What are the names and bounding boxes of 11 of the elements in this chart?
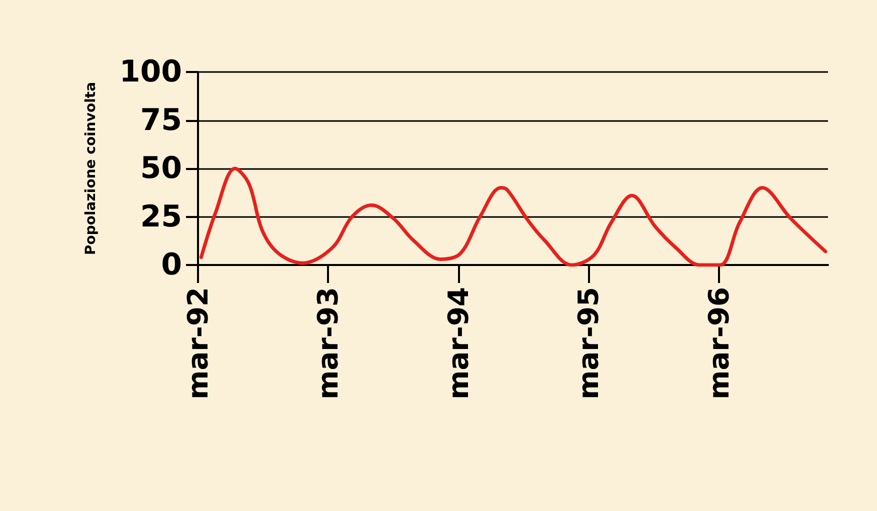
x-tick-label: mar-93 <box>312 287 345 400</box>
x-tick-label: mar-92 <box>182 287 214 400</box>
y-tick-label: 25 <box>140 199 182 234</box>
y-axis-title: Popolazione coinvolta <box>83 82 99 256</box>
y-tick-label: 100 <box>119 54 182 90</box>
y-tick-label: 75 <box>140 102 182 138</box>
x-tick-label: mar-95 <box>572 287 605 400</box>
y-tick-label: 0 <box>161 248 182 282</box>
y-tick-label: 50 <box>140 151 182 186</box>
x-tick-label: mar-96 <box>702 287 736 400</box>
x-tick-label: mar-94 <box>442 287 475 400</box>
